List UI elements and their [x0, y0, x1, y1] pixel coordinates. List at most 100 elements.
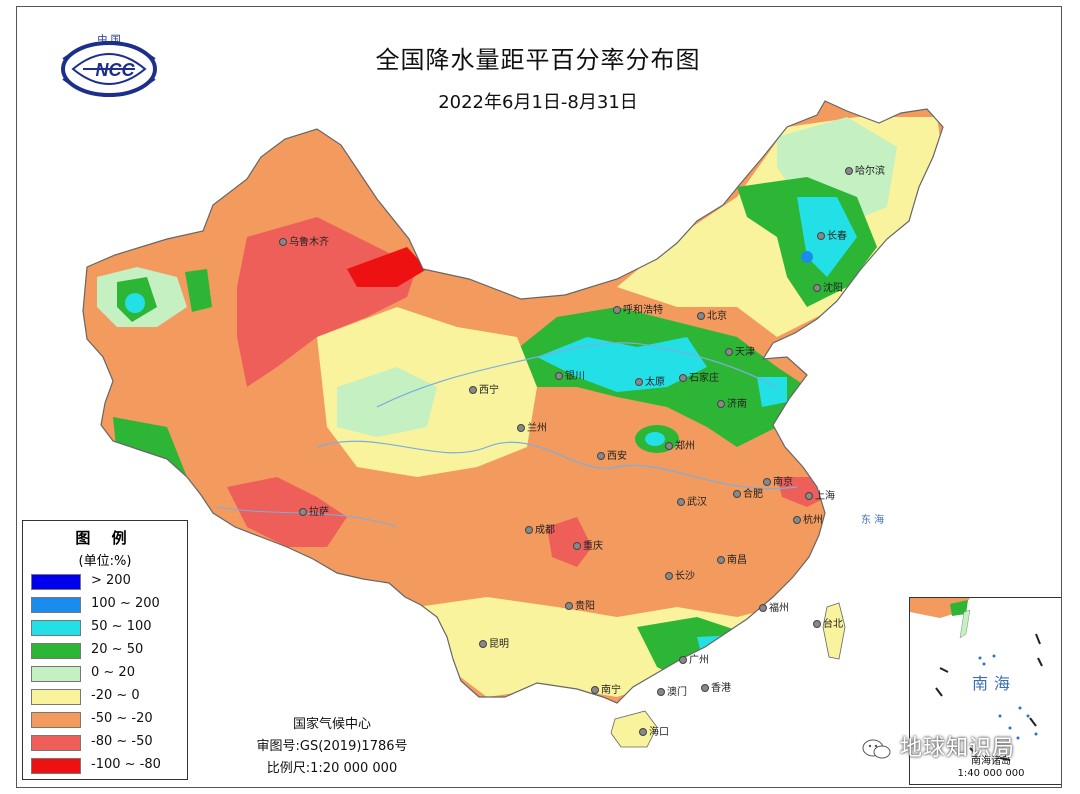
map-subtitle: 2022年6月1日-8月31日: [438, 92, 638, 113]
city-dot-icon: [639, 728, 647, 736]
legend-swatch: [31, 574, 81, 590]
legend-swatch: [31, 620, 81, 636]
credits-scale: 比例尺:1:20 000 000: [266, 761, 398, 776]
city-label: 南昌: [717, 551, 747, 566]
city-label: 太原: [635, 373, 665, 388]
city-label: 台北: [813, 615, 843, 630]
ncc-logo: 中 国 NCC: [53, 29, 165, 99]
city-dot-icon: [763, 478, 771, 486]
legend: 图 例 (单位:%) > 200 100 ~ 200 50 ~ 100 20 ~…: [22, 520, 188, 780]
city-dot-icon: [479, 640, 487, 648]
city-label: 海口: [639, 723, 669, 738]
legend-swatch: [31, 666, 81, 682]
inset-title: 南海: [972, 674, 1017, 693]
legend-item: > 200: [31, 571, 187, 591]
legend-item: -100 ~ -80: [31, 755, 187, 775]
city-dot-icon: [717, 556, 725, 564]
legend-item: 100 ~ 200: [31, 594, 187, 614]
city-label: 南宁: [591, 681, 621, 696]
city-dot-icon: [597, 452, 605, 460]
city-label: 武汉: [677, 493, 707, 508]
city-label: 成都: [525, 521, 555, 536]
city-label: 石家庄: [679, 369, 719, 384]
legend-swatch: [31, 689, 81, 705]
city-label: 上海: [805, 487, 835, 502]
city-dot-icon: [635, 378, 643, 386]
logo-top-text: 中 国: [97, 33, 120, 46]
city-dot-icon: [733, 490, 741, 498]
city-label: 南京: [763, 473, 793, 488]
city-dot-icon: [805, 492, 813, 500]
south-china-sea-inset: 南海 南海诸岛 1:40 000 000: [909, 597, 1061, 785]
city-label: 长春: [817, 227, 847, 242]
logo-mark-text: NCC: [96, 60, 136, 80]
city-dot-icon: [813, 284, 821, 292]
city-dot-icon: [679, 656, 687, 664]
legend-item: 0 ~ 20: [31, 663, 187, 683]
watermark: 地球知识局: [862, 730, 1015, 762]
inset-scale: 1:40 000 000: [957, 768, 1025, 779]
city-label: 广州: [679, 651, 709, 666]
city-dot-icon: [517, 424, 525, 432]
city-label: 杭州: [793, 511, 823, 526]
sea-label-east: 东 海: [861, 515, 885, 526]
legend-item: 50 ~ 100: [31, 617, 187, 637]
legend-swatch: [31, 735, 81, 751]
inset-caption: 南海诸岛 1:40 000 000: [910, 756, 1061, 780]
city-dot-icon: [279, 238, 287, 246]
city-dot-icon: [469, 386, 477, 394]
legend-item: 20 ~ 50: [31, 640, 187, 660]
precipitation-anomaly-map: [82, 100, 944, 748]
city-dot-icon: [717, 400, 725, 408]
city-label: 乌鲁木齐: [279, 233, 329, 248]
city-dot-icon: [817, 232, 825, 240]
city-dot-icon: [573, 542, 581, 550]
city-label: 哈尔滨: [845, 162, 885, 177]
map-frame: 中 国 NCC 哈尔滨 长春 沈阳 北京 天津 呼和浩特 石家庄 太原 济南 银…: [16, 6, 1062, 788]
city-dot-icon: [697, 312, 705, 320]
legend-item: -80 ~ -50: [31, 732, 187, 752]
city-label: 银川: [555, 367, 585, 382]
city-dot-icon: [845, 167, 853, 175]
city-dot-icon: [701, 684, 709, 692]
city-dot-icon: [725, 348, 733, 356]
city-dot-icon: [679, 374, 687, 382]
city-label: 拉萨: [299, 503, 329, 518]
legend-swatch: [31, 712, 81, 728]
watermark-text: 地球知识局: [900, 736, 1016, 761]
inset-map: [910, 598, 1043, 761]
map-credits: 国家气候中心 审图号:GS(2019)1786号 比例尺:1:20 000 00…: [232, 714, 432, 780]
city-dot-icon: [613, 306, 621, 314]
map-title: 全国降水量距平百分率分布图: [375, 46, 701, 74]
city-label: 沈阳: [813, 279, 843, 294]
city-label: 昆明: [479, 635, 509, 650]
city-dot-icon: [555, 372, 563, 380]
legend-swatch: [31, 758, 81, 774]
legend-swatch: [31, 597, 81, 613]
city-label: 长沙: [665, 567, 695, 582]
wechat-icon: [862, 739, 891, 759]
city-dot-icon: [759, 604, 767, 612]
city-label: 天津: [725, 343, 755, 358]
city-dot-icon: [677, 498, 685, 506]
credits-approval: 审图号:GS(2019)1786号: [256, 739, 408, 754]
city-label: 重庆: [573, 537, 603, 552]
city-label: 贵阳: [565, 597, 595, 612]
inset-islands-label: 南海诸岛: [971, 756, 1011, 767]
city-dot-icon: [657, 688, 665, 696]
city-dot-icon: [299, 508, 307, 516]
legend-item: -50 ~ -20: [31, 709, 187, 729]
legend-swatch: [31, 643, 81, 659]
credits-org: 国家气候中心: [292, 717, 371, 732]
city-dot-icon: [525, 526, 533, 534]
city-dot-icon: [665, 442, 673, 450]
city-dot-icon: [813, 620, 821, 628]
city-label: 福州: [759, 599, 789, 614]
city-label: 北京: [697, 307, 727, 322]
city-label: 郑州: [665, 437, 695, 452]
legend-unit: (单位:%): [78, 554, 132, 569]
city-dot-icon: [793, 516, 801, 524]
city-label: 香港: [701, 679, 731, 694]
city-label: 西宁: [469, 381, 499, 396]
city-label: 兰州: [517, 419, 547, 434]
